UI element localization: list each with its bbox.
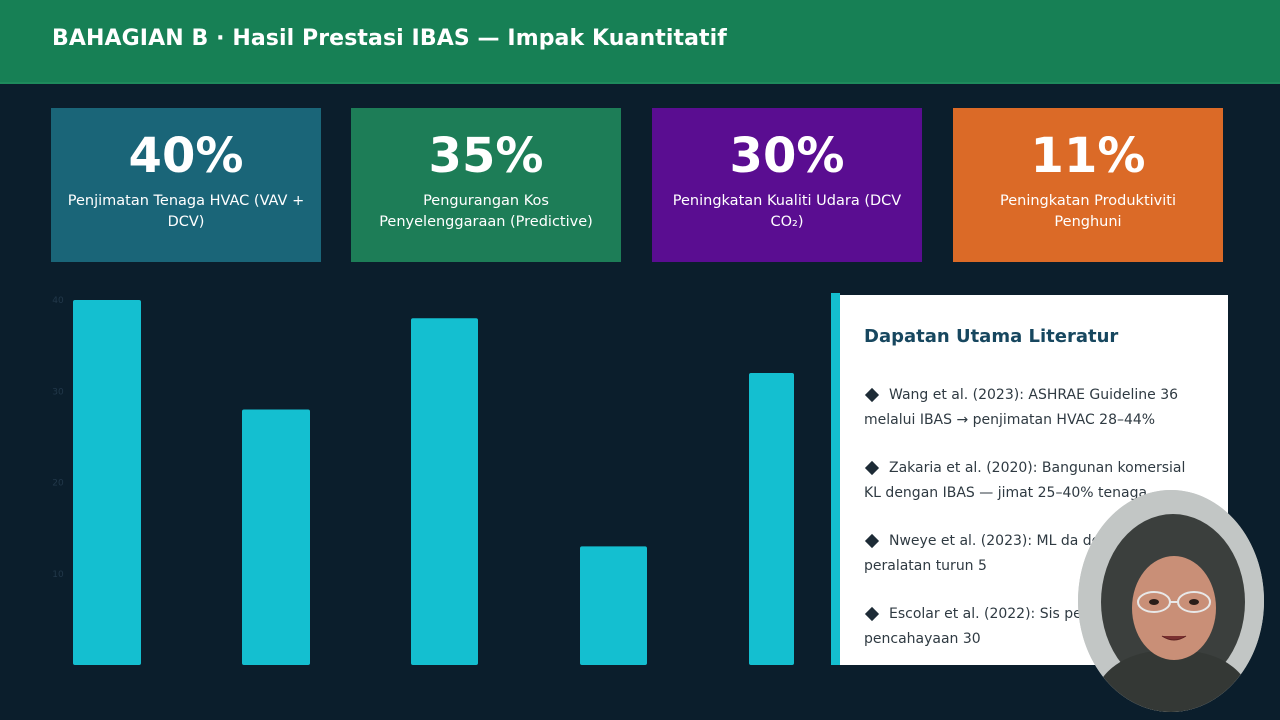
y-tick-label: 10 xyxy=(52,570,64,580)
panel-accent-strip xyxy=(831,293,840,665)
literature-item: Zakaria et al. (2020): Bangunan komersia… xyxy=(864,456,1204,506)
stat-card-air-quality: 30% Peningkatan Kualiti Udara (DCV CO₂) xyxy=(652,108,922,262)
chart-bar xyxy=(242,409,310,665)
chart-bar xyxy=(580,546,647,665)
literature-item-text: Zakaria et al. (2020): Bangunan komersia… xyxy=(864,460,1186,501)
stat-value: 11% xyxy=(1030,128,1146,184)
stat-label: Peningkatan Kualiti Udara (DCV CO₂) xyxy=(672,193,902,230)
stat-label: Pengurangan Kos Penyelenggaraan (Predict… xyxy=(379,193,593,230)
stat-card-productivity: 11% Peningkatan Produktiviti Penghuni xyxy=(953,108,1223,262)
literature-item: Wang et al. (2023): ASHRAE Guideline 36 … xyxy=(864,383,1204,433)
diamond-bullet-icon xyxy=(864,533,880,548)
page-title: BAHAGIAN B · Hasil Prestasi IBAS — Impak… xyxy=(52,26,727,51)
diamond-bullet-icon xyxy=(864,460,880,475)
literature-item: Nweye et al. (2023): ML da downtime pera… xyxy=(864,529,1204,579)
literature-item-text: Wang et al. (2023): ASHRAE Guideline 36 … xyxy=(864,387,1179,428)
literature-item-text: Nweye et al. (2023): ML da downtime pera… xyxy=(864,533,1153,574)
chart-bar xyxy=(411,318,478,665)
diamond-bullet-icon xyxy=(864,606,880,621)
y-tick-label: 40 xyxy=(52,296,64,306)
y-tick-label: 30 xyxy=(52,387,64,397)
presenter-video-icon xyxy=(1078,490,1264,712)
stat-value: 35% xyxy=(428,128,544,184)
literature-title: Dapatan Utama Literatur xyxy=(864,326,1119,347)
diamond-bullet-icon xyxy=(864,387,880,402)
stat-label: Penjimatan Tenaga HVAC (VAV + DCV) xyxy=(67,193,305,230)
y-tick-label: 20 xyxy=(52,479,64,489)
stat-label: Peningkatan Produktiviti Penghuni xyxy=(1000,193,1176,230)
stat-card-hvac: 40% Penjimatan Tenaga HVAC (VAV + DCV) xyxy=(51,108,321,262)
chart-bar xyxy=(73,300,141,665)
stat-card-maintenance: 35% Pengurangan Kos Penyelenggaraan (Pre… xyxy=(351,108,621,262)
stat-value: 30% xyxy=(729,128,845,184)
presenter-webcam xyxy=(1078,490,1264,712)
stat-value: 40% xyxy=(128,128,244,184)
chart-bar xyxy=(749,373,794,665)
header-bar: BAHAGIAN B · Hasil Prestasi IBAS — Impak… xyxy=(0,0,1280,84)
